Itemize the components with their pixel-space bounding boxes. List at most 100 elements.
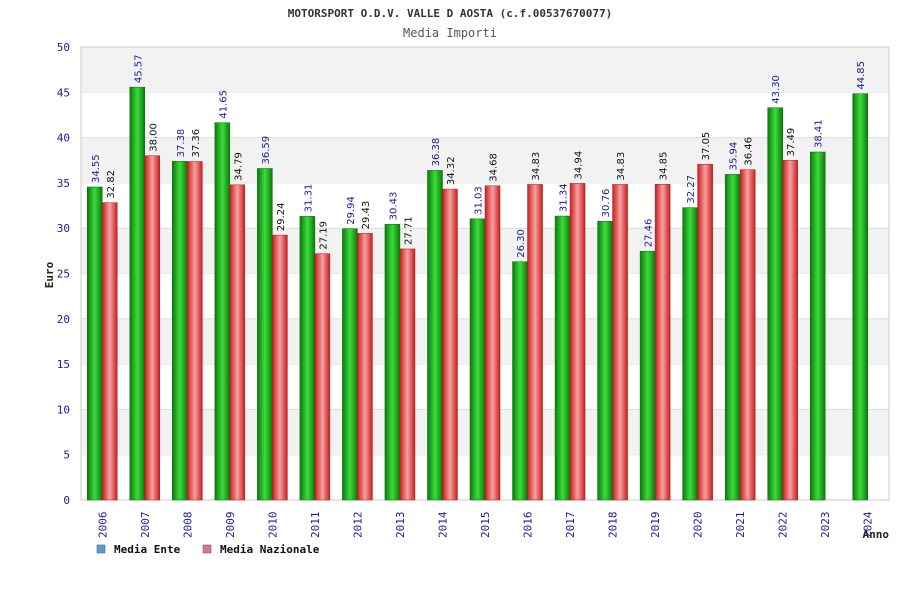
x-axis-label: Anno	[863, 528, 890, 541]
bar-media-ente[interactable]	[129, 86, 146, 501]
bar-media-ente[interactable]	[852, 93, 868, 501]
bar-media-ente[interactable]	[809, 151, 826, 501]
bar-media-nazionale[interactable]	[229, 184, 246, 501]
x-tick-label: 2008	[181, 512, 194, 539]
bar-media-ente[interactable]	[384, 224, 401, 501]
y-tick-label: 25	[57, 268, 70, 281]
data-label: 30.43	[388, 192, 399, 221]
grid-band	[81, 47, 889, 93]
y-tick-label: 30	[57, 222, 70, 235]
x-tick-label: 2009	[224, 512, 237, 539]
legend-item-media-nazionale[interactable]: Media Nazionale	[202, 543, 320, 556]
y-tick-label: 45	[57, 86, 70, 99]
data-label: 27.46	[644, 219, 655, 248]
bar-media-ente[interactable]	[257, 168, 273, 501]
x-tick-label: 2024	[862, 511, 875, 538]
y-tick-label: 0	[63, 494, 70, 507]
data-label: 41.65	[218, 90, 229, 119]
bar-media-nazionale[interactable]	[612, 184, 628, 501]
data-label: 34.55	[91, 154, 102, 183]
data-labels: 34.55 45.57 37.38 41.65 36.59 31.31 29.94 30.43…	[91, 54, 867, 257]
bar-media-nazionale[interactable]	[739, 169, 756, 501]
bar-media-ente[interactable]	[639, 250, 656, 501]
legend-label-media-ente: Media Ente	[114, 543, 181, 556]
data-label: 37.49	[786, 128, 797, 157]
data-label: 31.03	[474, 186, 485, 215]
bar-media-ente[interactable]	[87, 186, 103, 501]
legend-item-media-ente[interactable]: Media Ente	[96, 543, 181, 556]
data-label: 37.36	[191, 129, 202, 158]
bar-media-ente[interactable]	[214, 122, 231, 501]
data-label: 27.71	[403, 216, 414, 245]
x-tick-label: 2021	[734, 512, 747, 539]
data-label: 29.94	[346, 196, 357, 225]
data-label: 27.19	[318, 221, 329, 250]
bar-media-ente[interactable]	[299, 216, 316, 501]
x-tick-label: 2011	[309, 512, 322, 539]
data-label: 34.83	[531, 152, 542, 181]
data-label: 36.59	[261, 136, 272, 165]
x-tick-label: 2006	[96, 512, 109, 539]
data-label: 30.76	[601, 189, 612, 218]
bar-media-nazionale[interactable]	[442, 188, 458, 501]
data-label: 32.27	[686, 175, 697, 204]
bars	[87, 86, 868, 501]
bar-media-nazionale[interactable]	[527, 184, 543, 501]
chart-title: MOTORSPORT O.D.V. VALLE D AOSTA (c.f.005…	[288, 7, 613, 20]
bar-media-ente[interactable]	[724, 174, 741, 501]
data-label: 31.34	[559, 183, 570, 212]
bar-media-nazionale[interactable]	[654, 184, 671, 501]
bar-media-ente[interactable]	[682, 207, 698, 501]
bar-media-nazionale[interactable]	[782, 160, 798, 501]
data-label: 34.79	[233, 152, 244, 181]
legend: Media Ente Media Nazionale	[96, 543, 320, 556]
legend-label-media-nazionale: Media Nazionale	[220, 543, 320, 556]
x-tick-label: 2019	[649, 512, 662, 539]
legend-swatch-media-nazionale	[202, 544, 212, 554]
x-tick-label: 2015	[479, 512, 492, 539]
y-tick-label: 35	[57, 177, 70, 190]
data-label: 31.31	[303, 184, 314, 213]
y-tick-label: 50	[57, 41, 70, 54]
data-label: 34.32	[446, 156, 457, 185]
bar-media-nazionale[interactable]	[569, 183, 586, 501]
x-axis-ticks: 2006 2007 2008 2009 2010 2011 2012 2013 2014 2015…	[96, 511, 874, 538]
data-label: 38.41	[814, 119, 825, 148]
y-tick-label: 20	[57, 313, 70, 326]
y-tick-label: 5	[63, 449, 70, 462]
bar-media-nazionale[interactable]	[187, 161, 203, 501]
bar-media-ente[interactable]	[597, 221, 613, 501]
bar-media-nazionale[interactable]	[357, 233, 373, 501]
bar-media-nazionale[interactable]	[102, 202, 118, 501]
bar-media-ente[interactable]	[172, 161, 188, 501]
bar-media-ente[interactable]	[767, 107, 783, 501]
bar-media-ente[interactable]	[342, 228, 358, 501]
x-tick-label: 2007	[139, 512, 152, 539]
bar-media-ente[interactable]	[554, 215, 571, 501]
bar-media-nazionale[interactable]	[314, 253, 331, 501]
data-label: 29.43	[361, 201, 372, 230]
bar-media-nazionale[interactable]	[272, 234, 288, 501]
data-label: 44.85	[856, 61, 867, 90]
data-label: 37.38	[176, 129, 187, 158]
y-axis-label: Euro	[43, 261, 56, 288]
x-tick-label: 2014	[436, 511, 449, 538]
bar-media-nazionale[interactable]	[399, 248, 416, 501]
bar-media-nazionale[interactable]	[144, 155, 161, 501]
x-tick-label: 2013	[394, 512, 407, 539]
y-axis-ticks: 0 5 10 15 20 25 30 35 40 45 50	[57, 41, 70, 507]
bar-media-nazionale[interactable]	[697, 164, 713, 501]
data-label: 34.68	[489, 153, 500, 182]
data-label: 36.38	[431, 138, 442, 167]
bar-media-ente[interactable]	[427, 170, 443, 501]
data-label: 43.30	[771, 75, 782, 104]
data-label: 37.05	[701, 132, 712, 161]
bar-media-ente[interactable]	[469, 218, 486, 501]
data-label: 32.82	[106, 170, 117, 199]
bar-media-ente[interactable]	[512, 261, 528, 501]
x-tick-label: 2010	[266, 512, 279, 539]
bar-media-nazionale[interactable]	[484, 185, 501, 501]
x-tick-label: 2018	[607, 512, 620, 539]
x-tick-label: 2020	[692, 512, 705, 539]
data-label: 35.94	[729, 142, 740, 171]
